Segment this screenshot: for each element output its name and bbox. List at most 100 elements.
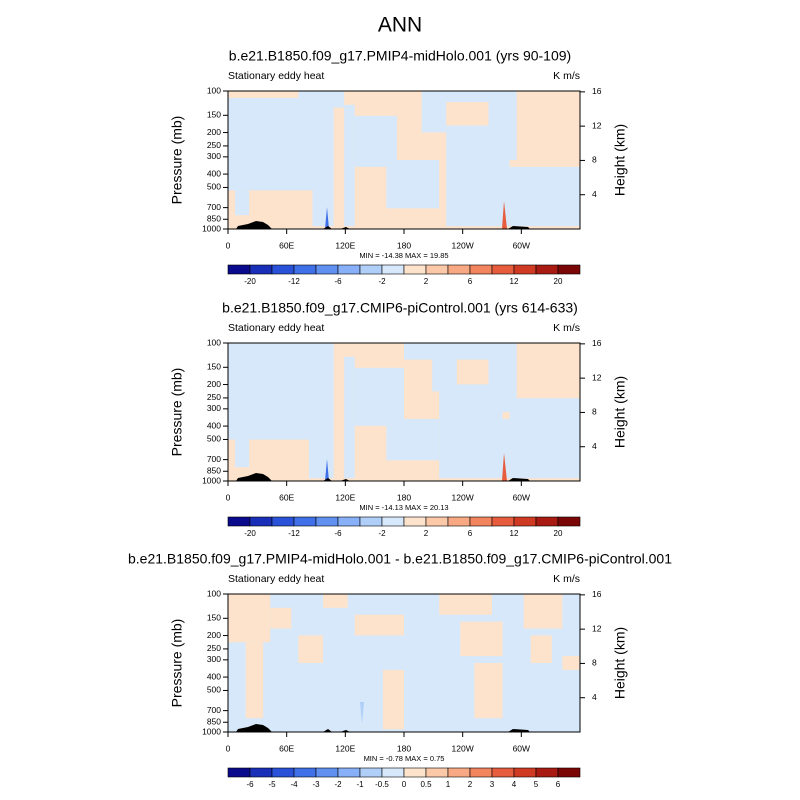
y2-tick-label: 12: [592, 120, 602, 130]
field-region: [344, 356, 355, 479]
panel-right-label: K m/s: [553, 70, 580, 82]
colorbar-swatch: [381, 264, 405, 275]
y2-tick-label: 8: [592, 407, 597, 417]
y2-tick-label: 4: [592, 441, 597, 451]
y-tick-label: 200: [207, 379, 221, 389]
x-tick-label: 120W: [452, 743, 474, 753]
x-tick-label: 60W: [513, 240, 530, 250]
field-region: [235, 439, 250, 468]
field-region: [235, 190, 250, 216]
x-tick-label: 120W: [452, 240, 474, 250]
colorbar-swatch: [249, 516, 273, 527]
colorbar-swatch: [557, 264, 581, 275]
y-tick-label: 100: [207, 85, 221, 95]
colorbar-swatch: [337, 264, 361, 275]
colorbar-swatch: [513, 767, 537, 778]
colorbar-swatch: [359, 516, 383, 527]
field-region: [386, 160, 440, 209]
colorbar-swatch: [535, 516, 559, 527]
colorbar-label: 2: [424, 277, 429, 286]
field-region: [421, 91, 503, 103]
y-tick-label: 400: [207, 671, 221, 681]
min-max-stats: MIN = -0.78 MAX = 0.75: [364, 754, 445, 763]
field-region: [382, 669, 404, 730]
colorbar-swatch: [337, 516, 361, 527]
y-tick-label: 700: [207, 454, 221, 464]
colorbar-label: -6: [246, 780, 254, 789]
field-region: [308, 343, 334, 479]
field-region: [323, 594, 348, 608]
y2-tick-label: 16: [592, 589, 602, 599]
colorbar-swatch: [491, 516, 515, 527]
colorbar-swatch: [491, 264, 515, 275]
y-tick-label: 400: [207, 420, 221, 430]
x-tick-label: 60W: [513, 743, 530, 753]
field-region: [509, 398, 580, 479]
y2-tick-label: 16: [592, 86, 602, 96]
colorbar-label: 0.5: [420, 780, 432, 789]
colorbar-swatch: [359, 264, 383, 275]
x-tick-label: 120W: [452, 492, 474, 502]
colorbar-label: -3: [312, 780, 320, 789]
colorbar-label: 5: [534, 780, 539, 789]
panel-left-label: Stationary eddy heat: [228, 573, 324, 585]
colorbar-swatch: [447, 264, 471, 275]
min-max-stats: MIN = -14.38 MAX = 19.85: [359, 251, 448, 260]
panel-left-label: Stationary eddy heat: [228, 70, 324, 82]
x-tick-label: 60E: [279, 240, 294, 250]
field-region: [488, 91, 517, 160]
x-tick-label: 120E: [335, 492, 355, 502]
panel-right-label: K m/s: [553, 573, 580, 585]
colorbar-label: -12: [288, 277, 300, 286]
colorbar-label: -20: [244, 277, 256, 286]
x-tick-label: 0: [226, 240, 231, 250]
y2-tick-label: 12: [592, 372, 602, 382]
field-extreme: [502, 201, 507, 229]
figure-title: ANN: [378, 14, 422, 37]
y2-tick-label: 12: [592, 623, 602, 633]
colorbar-swatch: [447, 516, 471, 527]
colorbar-label: -1: [356, 780, 364, 789]
colorbar-swatch: [227, 767, 251, 778]
x-tick-label: 180: [397, 743, 411, 753]
y-axis-label: Pressure (mb): [169, 116, 185, 205]
y-tick-label: 850: [207, 214, 221, 224]
panel-title: b.e21.B1850.f09_g17.PMIP4-midHolo.001 - …: [128, 551, 672, 567]
field-region: [228, 343, 309, 440]
y-tick-label: 100: [207, 588, 221, 598]
colorbar-swatch: [315, 767, 339, 778]
colorbar-swatch: [491, 767, 515, 778]
colorbar-swatch: [469, 767, 493, 778]
colorbar-swatch: [315, 516, 339, 527]
y-tick-label: 150: [207, 362, 221, 372]
field-region: [312, 104, 334, 227]
y-tick-label: 1000: [202, 475, 221, 485]
field-region: [439, 418, 510, 479]
colorbar-label: -12: [288, 529, 300, 538]
y-axis-label: Pressure (mb): [169, 619, 185, 708]
colorbar-label: 6: [556, 780, 561, 789]
colorbar-label: -20: [244, 529, 256, 538]
field-region: [344, 104, 355, 227]
panel-title: b.e21.B1850.f09_g17.CMIP6-piControl.001 …: [222, 300, 578, 316]
y-tick-label: 850: [207, 466, 221, 476]
field-region: [354, 367, 404, 426]
field-extreme: [325, 207, 329, 229]
colorbar-label: 20: [554, 277, 563, 286]
field-region: [354, 115, 397, 167]
field-region: [354, 614, 404, 636]
y-tick-label: 250: [207, 140, 221, 150]
y-tick-label: 400: [207, 168, 221, 178]
y-tick-label: 700: [207, 705, 221, 715]
x-tick-label: 120E: [335, 743, 355, 753]
field-region: [298, 635, 324, 663]
x-tick-label: 60E: [279, 492, 294, 502]
y-tick-label: 250: [207, 643, 221, 653]
x-tick-label: 0: [226, 743, 231, 753]
colorbar-swatch: [359, 767, 383, 778]
panel-right-label: K m/s: [553, 322, 580, 334]
y-tick-label: 500: [207, 685, 221, 695]
colorbar-swatch: [271, 516, 295, 527]
colorbar-label: 12: [510, 529, 519, 538]
